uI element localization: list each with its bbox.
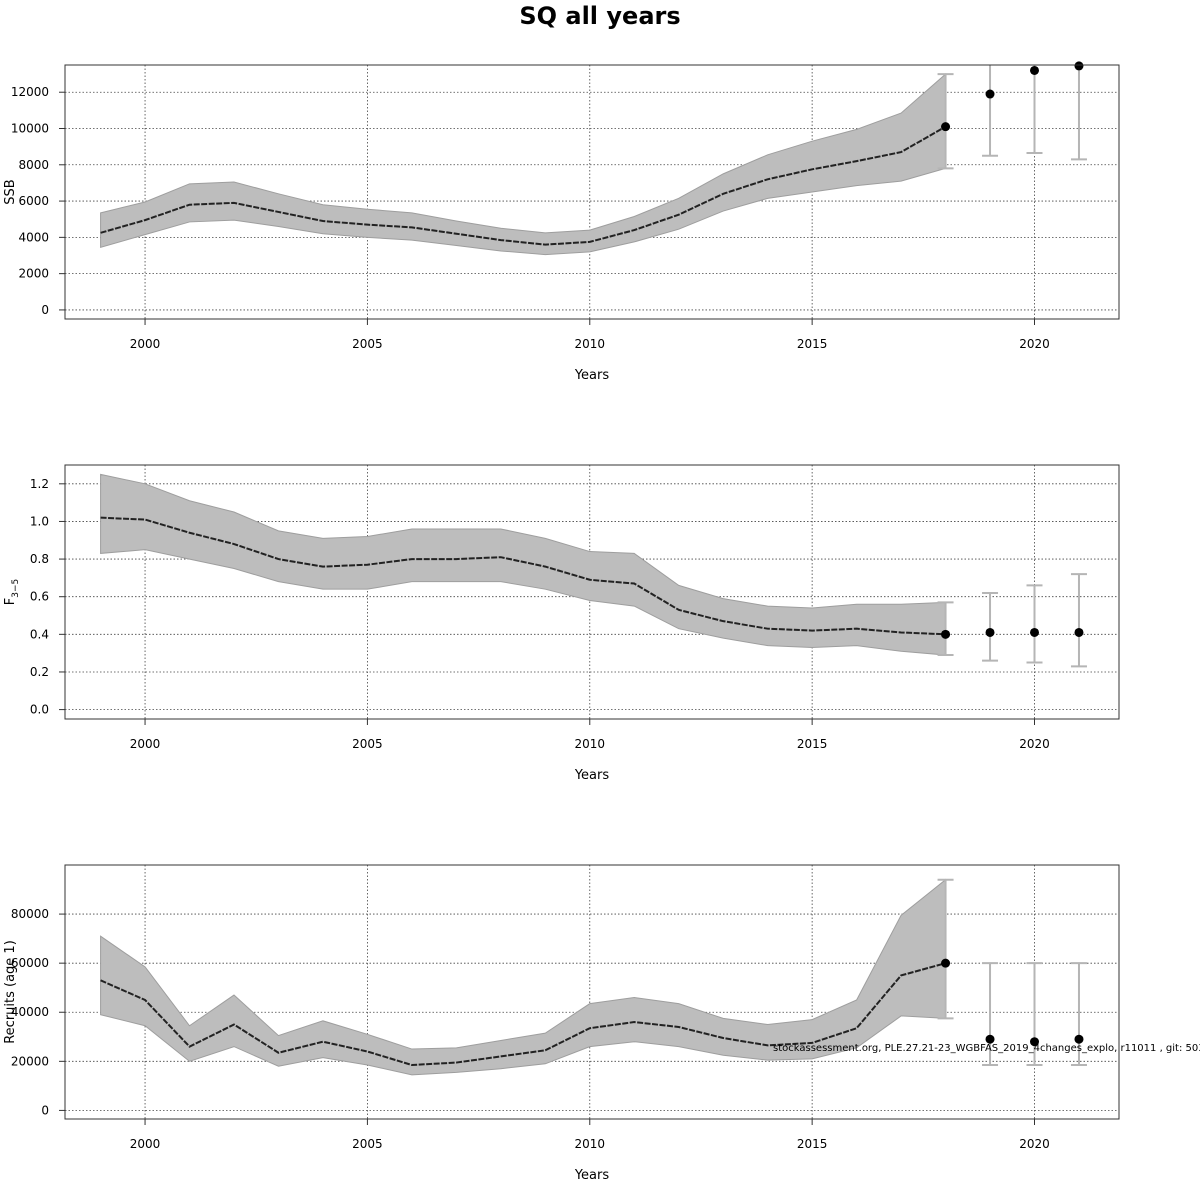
f-xtick-label-3: 2015 [797, 737, 828, 751]
f-ytick-label-6: 1.2 [30, 477, 49, 491]
f-panel: 2000 2005 2010 2015 2020 0.0 0.2 0.4 0.6 0.8 1.0 1.… [3, 464, 1120, 783]
credit-text: stockassessment.org, PLE.27.21-23_WGBFAS… [773, 1043, 1200, 1054]
f-xlabel: Years [574, 768, 610, 783]
recruits-forecast-point-2018 [941, 958, 951, 968]
recruits-xtick-label-3: 2015 [797, 1137, 828, 1151]
f-plot-frame [64, 464, 1120, 720]
ssb-xlabel: Years [574, 368, 610, 383]
ssb-forecast-point-2021 [1074, 61, 1084, 71]
recruits-ylabel: Recruits (age 1) [3, 940, 18, 1044]
f-forecast-point-2018 [941, 629, 951, 639]
f-xtick-label-2: 2010 [575, 737, 606, 751]
ssb-xtick-label-3: 2015 [797, 337, 828, 351]
recruits-plot-frame [64, 864, 1120, 1120]
recruits-forecast [937, 878, 1087, 1067]
recruits-xtick-label-1: 2005 [352, 1137, 383, 1151]
recruits-estimate-line [100, 962, 946, 1067]
recruits-ytick-label-1: 20000 [11, 1054, 49, 1068]
ssb-forecast-point-2020 [1030, 65, 1040, 75]
recruits-xtick-label-2: 2010 [575, 1137, 606, 1151]
ssb-ytick-label-4: 8000 [18, 158, 49, 172]
f-xtick-label-1: 2005 [352, 737, 383, 751]
ssb-ytick-label-2: 4000 [18, 230, 49, 244]
ssb-forecast-point-2019 [985, 89, 995, 99]
chart-title: SQ all years [519, 2, 680, 30]
f-forecast [937, 573, 1087, 668]
f-ytick-label-4: 0.8 [30, 552, 49, 566]
f-ytick-label-1: 0.2 [30, 665, 49, 679]
ssb-estimate-line [100, 125, 947, 246]
ssb-ytick-label-5: 10000 [11, 122, 49, 136]
recruits-forecast-point-2019 [985, 1034, 995, 1044]
recruits-forecast-point-2021 [1074, 1034, 1084, 1044]
recruits-panel: 2000 2005 2010 2015 2020 0 20000 40000 60000 8000… [3, 864, 1120, 1183]
f-ytick-label-2: 0.4 [30, 627, 49, 641]
f-confidence-band [100, 473, 947, 656]
f-ylabel-subscript: 3−5 [11, 579, 21, 598]
f-xtick-label-0: 2000 [130, 737, 161, 751]
f-ytick-label-0: 0.0 [30, 703, 49, 717]
f-ytick-label-3: 0.6 [30, 590, 49, 604]
ssb-xtick-label-0: 2000 [130, 337, 161, 351]
ssb-ylabel: SSB [3, 179, 18, 204]
recruits-ytick-label-2: 40000 [11, 1005, 49, 1019]
recruits-xtick-label-4: 2020 [1019, 1137, 1050, 1151]
ssb-xtick-label-2: 2010 [575, 337, 606, 351]
f-estimate-line [100, 516, 946, 636]
f-ylabel: F3−5 [3, 579, 21, 605]
recruits-forecast-point-2020 [1030, 1037, 1040, 1047]
ssb-ytick-label-6: 12000 [11, 85, 49, 99]
recruits-xlabel: Years [574, 1168, 610, 1183]
recruits-xtick-label-0: 2000 [130, 1137, 161, 1151]
ssb-xtick-label-4: 2020 [1019, 337, 1050, 351]
recruits-ytick-label-4: 80000 [11, 907, 49, 921]
f-ytick-label-5: 1.0 [30, 514, 49, 528]
recruits-ytick-label-0: 0 [41, 1103, 49, 1117]
f-forecast-point-2021 [1074, 627, 1084, 637]
ssb-plot-frame [64, 64, 1120, 320]
ssb-confidence-band [100, 72, 947, 256]
f-xtick-label-4: 2020 [1019, 737, 1050, 751]
f-forecast-point-2020 [1030, 627, 1040, 637]
recruits-ytick-label-3: 60000 [11, 956, 49, 970]
ssb-ytick-label-0: 0 [41, 303, 49, 317]
ssb-ytick-label-1: 2000 [18, 267, 49, 281]
ssb-ytick-label-3: 6000 [18, 194, 49, 208]
ssb-xtick-label-1: 2005 [352, 337, 383, 351]
ssb-forecast [937, 65, 1087, 170]
ssb-panel: 2000 2005 2010 2015 2020 0 2000 4000 6000 8000 100… [3, 61, 1120, 383]
ssb-forecast-point-2018 [941, 122, 951, 132]
f-forecast-point-2019 [985, 627, 995, 637]
